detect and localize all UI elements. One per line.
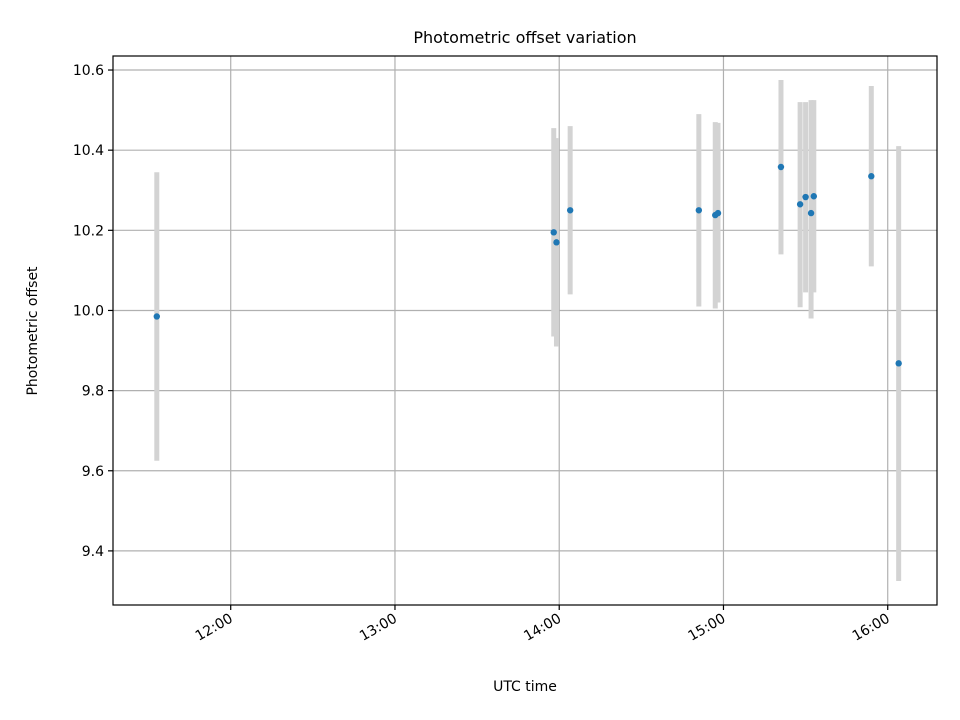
data-points	[153, 163, 902, 367]
data-point	[695, 207, 703, 214]
y-tick-label: 9.4	[82, 544, 104, 560]
data-point	[868, 173, 875, 180]
plot-frame	[112, 55, 938, 606]
y-tick-label: 9.8	[82, 384, 104, 400]
y-tick-label: 10.6	[73, 63, 104, 79]
data-point	[802, 193, 809, 201]
data-point	[714, 209, 722, 217]
x-axis-label: UTC time	[493, 679, 557, 695]
y-axis-label: Photometric offset	[25, 266, 41, 396]
y-tick-label: 9.6	[82, 464, 104, 480]
data-point	[566, 207, 574, 214]
data-point	[777, 163, 785, 171]
y-tick-label: 10.2	[73, 223, 104, 239]
data-point	[553, 239, 560, 246]
data-point	[810, 193, 818, 200]
y-tick-label: 10.4	[73, 143, 104, 159]
data-point	[796, 201, 804, 208]
data-point	[895, 360, 902, 367]
chart-title: Photometric offset variation	[413, 28, 636, 47]
y-tick-label: 10.0	[73, 303, 104, 319]
data-point	[153, 313, 161, 320]
data-point	[550, 229, 557, 236]
data-point	[807, 209, 815, 217]
